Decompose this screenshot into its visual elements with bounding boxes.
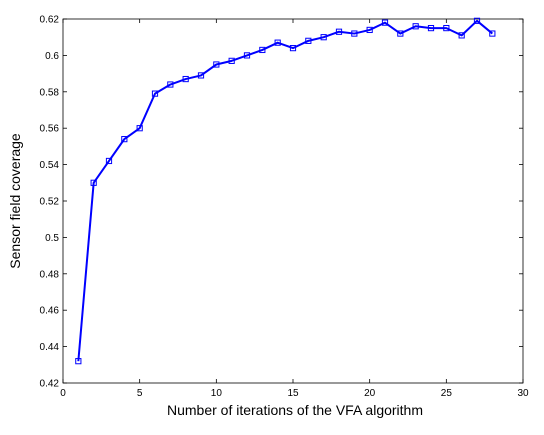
x-tick-label: 5	[137, 388, 143, 399]
data-point	[458, 32, 465, 39]
data-point	[274, 39, 281, 46]
data-point	[351, 30, 358, 37]
data-point	[228, 57, 235, 64]
y-tick-label: 0.56	[40, 124, 60, 135]
data-point	[197, 72, 205, 79]
data-point	[182, 75, 189, 83]
y-axis-label: Sensor field coverage	[7, 133, 23, 269]
y-tick-label: 0.54	[40, 160, 60, 171]
x-tick-label: 30	[517, 388, 529, 399]
y-tick-label: 0.5	[45, 233, 59, 244]
y-tick-label: 0.46	[40, 306, 60, 317]
data-point	[366, 26, 373, 34]
data-point	[489, 30, 496, 37]
data-point	[289, 45, 297, 52]
y-tick-label: 0.44	[40, 342, 60, 353]
data-point	[412, 23, 419, 30]
data-point	[105, 157, 113, 165]
x-tick-label: 25	[441, 388, 453, 399]
series-layer	[75, 17, 496, 365]
x-tick-label: 20	[364, 388, 376, 399]
data-point	[305, 37, 312, 44]
x-tick-label: 15	[287, 388, 299, 399]
y-tick-label: 0.52	[40, 197, 60, 208]
data-point	[121, 136, 128, 143]
data-point	[90, 179, 97, 186]
axes	[62, 18, 524, 384]
x-tick-label: 0	[60, 388, 66, 399]
y-tick-label: 0.58	[40, 87, 60, 98]
y-tick-label: 0.62	[40, 15, 60, 26]
data-point	[213, 61, 220, 68]
x-axis-label: Number of iterations of the VFA algorith…	[167, 402, 423, 418]
data-point	[381, 19, 389, 26]
series-line	[77, 19, 493, 362]
y-tick-label: 0.42	[40, 379, 60, 390]
data-point	[473, 17, 481, 24]
y-tick-label: 0.6	[45, 51, 59, 62]
data-point	[167, 81, 174, 88]
data-point	[320, 34, 327, 41]
data-point	[136, 125, 143, 132]
data-point	[151, 90, 159, 97]
ticks: 0 5 10 15 20 25 30 0.42 0.44 0.46 0.48 0.5 0.52 0.54 0…	[40, 15, 529, 400]
plot-frame	[62, 18, 524, 384]
data-point	[243, 52, 251, 59]
data-point	[259, 46, 266, 54]
data-point	[443, 25, 450, 32]
data-point	[427, 25, 435, 32]
data-point	[75, 358, 82, 365]
y-tick-label: 0.48	[40, 269, 60, 280]
x-tick-label: 10	[211, 388, 223, 399]
data-point	[397, 30, 404, 37]
data-point	[335, 28, 343, 35]
